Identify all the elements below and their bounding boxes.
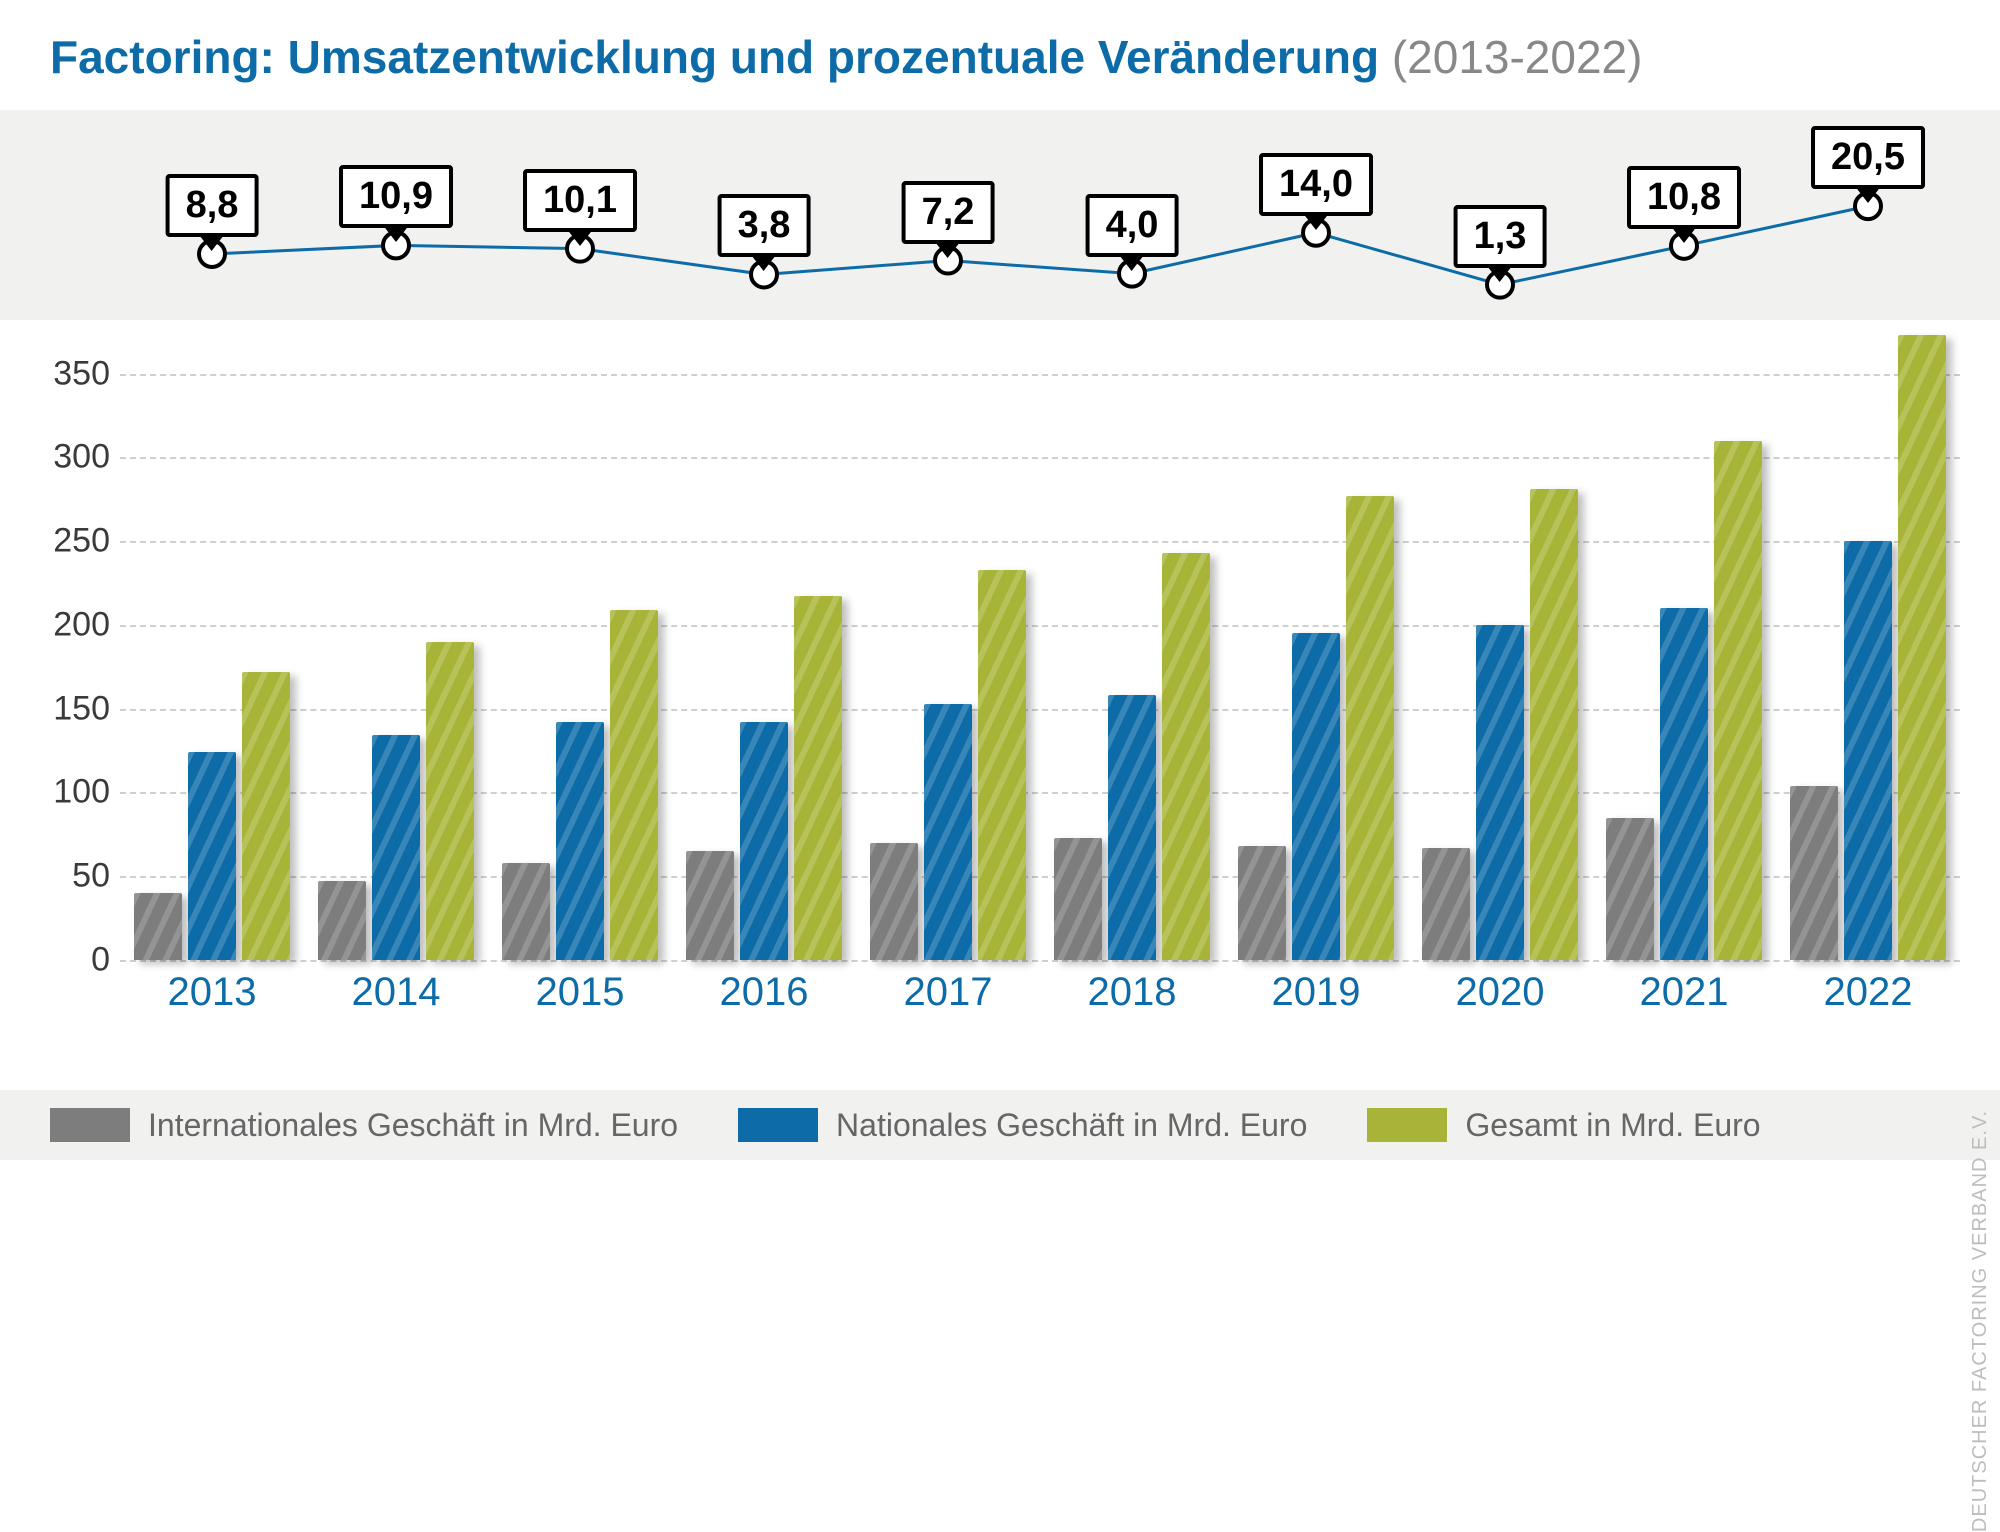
bar-gesamt <box>426 642 474 960</box>
plot-region <box>120 340 1960 960</box>
x-axis-label: 2016 <box>720 970 809 1015</box>
bar-national <box>372 735 420 960</box>
label-pointer <box>1486 264 1514 282</box>
percent-line <box>212 206 1868 285</box>
percent-label: 7,2 <box>902 181 995 244</box>
bar-international <box>134 893 182 960</box>
x-axis-label: 2014 <box>352 970 441 1015</box>
title-years: (2013-2022) <box>1392 31 1643 83</box>
gridline <box>120 374 1960 376</box>
bar-international <box>1422 848 1470 960</box>
bar-gesamt <box>1346 496 1394 960</box>
bar-gesamt <box>978 570 1026 960</box>
bar-international <box>870 843 918 960</box>
label-pointer <box>934 240 962 258</box>
percent-label: 10,9 <box>339 165 453 228</box>
legend-item-national: Nationales Geschäft in Mrd. Euro <box>738 1107 1307 1144</box>
bar-national <box>740 722 788 960</box>
label-pointer <box>1118 253 1146 271</box>
legend-item-gesamt: Gesamt in Mrd. Euro <box>1367 1107 1760 1144</box>
y-axis-label: 150 <box>20 689 110 728</box>
bar-national <box>556 722 604 960</box>
bar-national <box>1476 625 1524 960</box>
bar-gesamt <box>610 610 658 960</box>
bar-national <box>1660 608 1708 960</box>
label-pointer <box>382 224 410 242</box>
bar-national <box>1108 695 1156 960</box>
label-pointer <box>198 233 226 251</box>
legend-swatch <box>738 1108 818 1142</box>
x-axis-label: 2020 <box>1456 970 1545 1015</box>
legend-swatch <box>1367 1108 1447 1142</box>
x-axis-label: 2018 <box>1088 970 1177 1015</box>
percent-label: 10,8 <box>1627 166 1741 229</box>
bar-national <box>1844 541 1892 960</box>
gridline <box>120 541 1960 543</box>
bar-gesamt <box>1530 489 1578 960</box>
legend-label: Internationales Geschäft in Mrd. Euro <box>148 1107 678 1144</box>
source-attribution: DEUTSCHER FACTORING VERBAND E.V. <box>1969 1110 1992 1532</box>
percent-label: 20,5 <box>1811 126 1925 189</box>
bar-international <box>1054 838 1102 960</box>
legend-item-international: Internationales Geschäft in Mrd. Euro <box>50 1107 678 1144</box>
bar-international <box>686 851 734 960</box>
legend: Internationales Geschäft in Mrd. Euro Nat… <box>0 1090 2000 1160</box>
percent-label: 3,8 <box>718 194 811 257</box>
percent-label: 1,3 <box>1454 205 1547 268</box>
percent-label: 10,1 <box>523 169 637 232</box>
x-axis-label: 2015 <box>536 970 625 1015</box>
percent-label: 8,8 <box>166 174 259 237</box>
label-pointer <box>566 228 594 246</box>
bar-national <box>188 752 236 960</box>
bar-gesamt <box>242 672 290 960</box>
label-pointer <box>1302 212 1330 230</box>
bar-international <box>1606 818 1654 960</box>
y-axis-label: 50 <box>20 857 110 896</box>
bar-gesamt <box>1714 441 1762 960</box>
bar-international <box>1790 786 1838 960</box>
x-axis-label: 2019 <box>1272 970 1361 1015</box>
bar-gesamt <box>794 596 842 960</box>
bar-gesamt <box>1162 553 1210 960</box>
y-axis-label: 200 <box>20 605 110 644</box>
percent-label: 4,0 <box>1086 194 1179 257</box>
label-pointer <box>1670 225 1698 243</box>
x-axis-label: 2021 <box>1640 970 1729 1015</box>
x-axis-label: 2022 <box>1824 970 1913 1015</box>
bar-international <box>318 881 366 960</box>
legend-swatch <box>50 1108 130 1142</box>
label-pointer <box>750 253 778 271</box>
y-axis-label: 350 <box>20 354 110 393</box>
legend-label: Nationales Geschäft in Mrd. Euro <box>836 1107 1307 1144</box>
bar-international <box>1238 846 1286 960</box>
x-axis-label: 2017 <box>904 970 993 1015</box>
chart-title: Factoring: Umsatzentwicklung und prozent… <box>50 30 1642 84</box>
y-axis-label: 100 <box>20 773 110 812</box>
bar-chart-area: 0 50 100 150 200 250 300 350 2013 2014 2015 2016 201… <box>0 320 2000 1050</box>
label-pointer <box>1854 185 1882 203</box>
bar-national <box>1292 633 1340 960</box>
bar-international <box>502 863 550 960</box>
x-axis-label: 2013 <box>168 970 257 1015</box>
y-axis-label: 0 <box>20 941 110 980</box>
y-axis-label: 250 <box>20 522 110 561</box>
bar-gesamt <box>1898 335 1946 960</box>
y-axis-label: 300 <box>20 438 110 477</box>
bar-national <box>924 704 972 960</box>
legend-label: Gesamt in Mrd. Euro <box>1465 1107 1760 1144</box>
gridline <box>120 960 1960 962</box>
percent-change-band: 8,8 10,9 10,1 3,8 7,2 4,0 14,0 1,3 10,8 20,5 <box>0 110 2000 320</box>
percent-label: 14,0 <box>1259 153 1373 216</box>
title-main: Factoring: Umsatzentwicklung und prozent… <box>50 31 1379 83</box>
gridline <box>120 457 1960 459</box>
